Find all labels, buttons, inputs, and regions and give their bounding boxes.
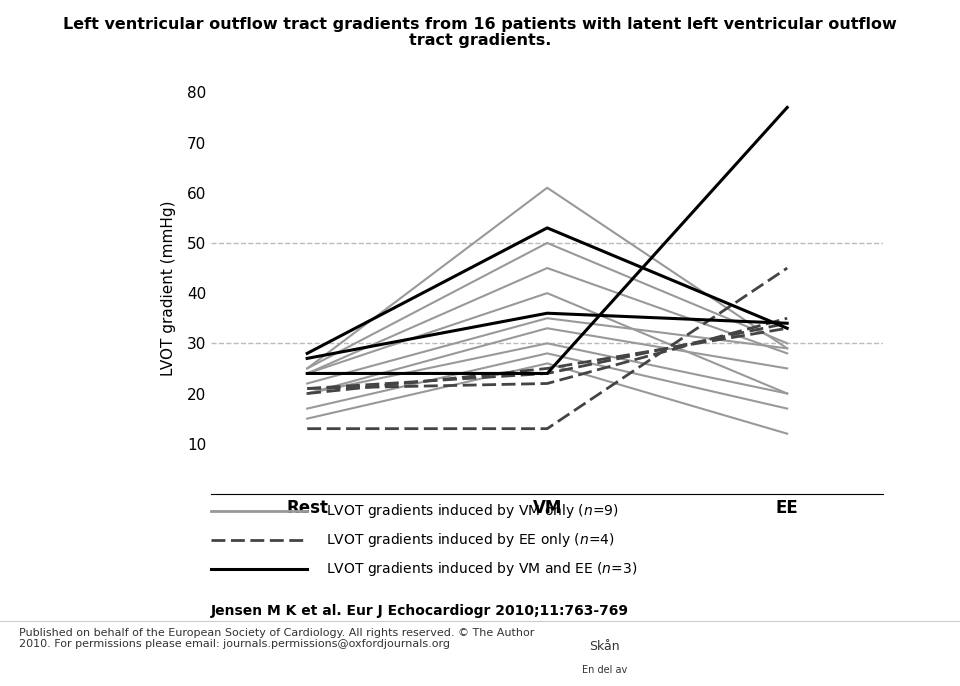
Text: LVOT gradients induced by VM and EE ($\it{n}$=3): LVOT gradients induced by VM and EE ($\i… (326, 560, 637, 578)
Text: LVOT gradients induced by EE only ($\it{n}$=4): LVOT gradients induced by EE only ($\it{… (326, 531, 615, 549)
Text: Published on behalf of the European Society of Cardiology. All rights reserved. : Published on behalf of the European Soci… (19, 628, 535, 649)
Text: LVOT gradients induced by VM only ($\it{n}$=9): LVOT gradients induced by VM only ($\it{… (326, 502, 619, 520)
Y-axis label: LVOT gradient (mmHg): LVOT gradient (mmHg) (161, 200, 176, 376)
Text: Echocardiography: Echocardiography (697, 659, 895, 677)
Text: European journal of: European journal of (741, 635, 851, 646)
Text: Jensen M K et al. Eur J Echocardiogr 2010;11:763-769: Jensen M K et al. Eur J Echocardiogr 201… (211, 604, 629, 618)
Text: Skån: Skån (589, 641, 620, 653)
Text: tract gradients.: tract gradients. (409, 33, 551, 48)
Text: En del av: En del av (582, 665, 628, 675)
Text: Left ventricular outflow tract gradients from 16 patients with latent left ventr: Left ventricular outflow tract gradients… (63, 17, 897, 32)
